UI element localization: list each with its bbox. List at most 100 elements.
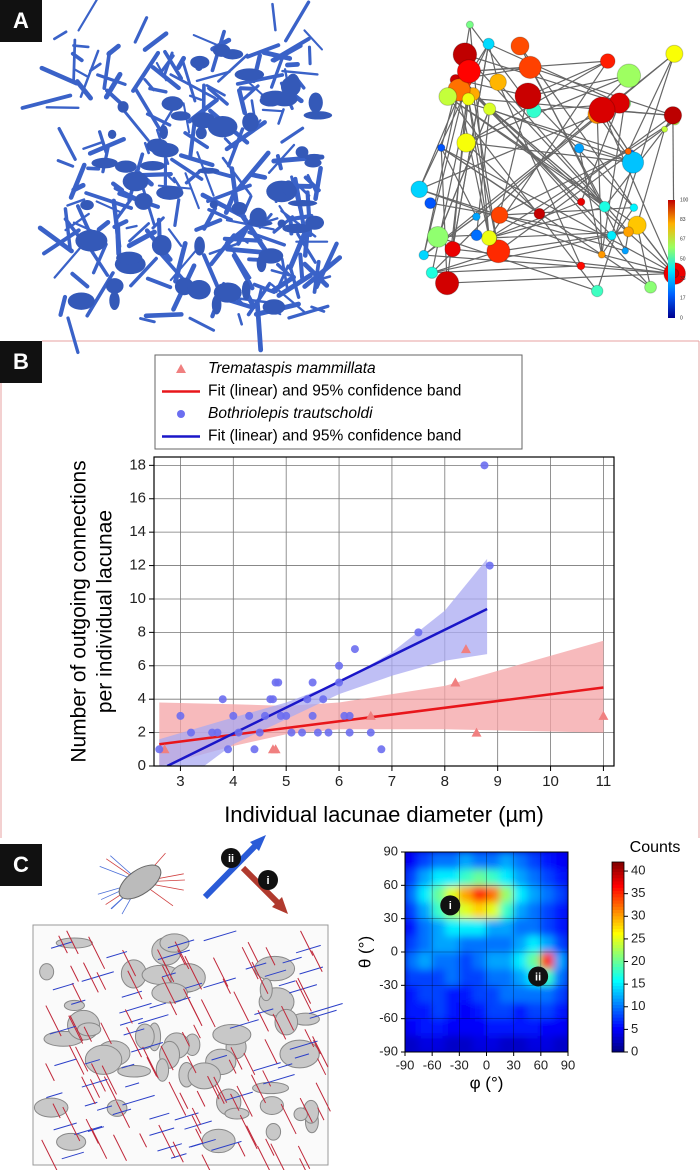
process bbox=[175, 55, 187, 71]
process bbox=[196, 151, 215, 197]
process bbox=[129, 256, 158, 288]
point bbox=[485, 561, 494, 570]
process bbox=[96, 73, 127, 86]
lacuna bbox=[146, 138, 169, 153]
canaliculus bbox=[122, 949, 137, 977]
link bbox=[437, 236, 598, 292]
heatmap-cell bbox=[431, 1001, 447, 1020]
point bbox=[245, 711, 254, 720]
y-tick-label: 12 bbox=[129, 557, 146, 574]
lacuna bbox=[234, 68, 265, 81]
colorbar-segment bbox=[612, 871, 624, 876]
legend: Tremataspis mammillata Fit (linear) and 9… bbox=[154, 354, 523, 450]
canaliculus bbox=[212, 957, 229, 987]
colorbar-segment bbox=[612, 1029, 624, 1034]
colorbar-a bbox=[668, 200, 675, 318]
process bbox=[307, 45, 312, 66]
heatmap-cell bbox=[445, 1001, 460, 1020]
point bbox=[480, 461, 489, 470]
cell-body bbox=[118, 864, 162, 900]
canaliculus bbox=[149, 1112, 170, 1120]
colorbar-segment bbox=[612, 1010, 624, 1015]
process bbox=[246, 281, 272, 317]
lacuna bbox=[187, 1062, 221, 1090]
link bbox=[440, 147, 448, 284]
process bbox=[53, 30, 68, 41]
point bbox=[176, 711, 185, 720]
link bbox=[488, 119, 676, 239]
canaliculus bbox=[68, 1045, 85, 1075]
link bbox=[497, 81, 582, 267]
heatmap-cell bbox=[418, 918, 433, 936]
annotation-label: ii bbox=[535, 971, 541, 983]
canaliculus bbox=[85, 1118, 99, 1144]
heatmap-cell bbox=[540, 934, 555, 953]
node bbox=[597, 250, 606, 259]
heatmap-cell bbox=[472, 901, 487, 920]
heatmap-cell bbox=[445, 852, 460, 870]
node bbox=[599, 53, 616, 69]
heatmap-cell bbox=[486, 918, 501, 936]
canaliculus bbox=[251, 961, 269, 995]
arrow-head bbox=[250, 835, 266, 851]
point bbox=[598, 710, 609, 720]
colorbar-segment bbox=[612, 957, 624, 961]
process bbox=[103, 71, 123, 100]
process bbox=[298, 252, 305, 280]
colorbar-segment bbox=[612, 919, 624, 923]
heatmap-cell bbox=[540, 1034, 555, 1052]
colorbar-segment bbox=[612, 963, 624, 967]
heatmap-cell bbox=[405, 868, 420, 886]
heatmap-cell bbox=[472, 951, 487, 970]
legend-marker bbox=[176, 364, 186, 373]
lacuna bbox=[282, 180, 295, 196]
point bbox=[308, 678, 317, 687]
canaliculus bbox=[262, 1070, 272, 1087]
process bbox=[269, 53, 286, 89]
heatmap-cell bbox=[526, 901, 542, 920]
lacuna bbox=[84, 1044, 123, 1075]
process bbox=[42, 228, 81, 256]
canaliculus bbox=[239, 1114, 258, 1150]
heatmap-cells bbox=[405, 852, 568, 1052]
canaliculus bbox=[281, 1005, 295, 1031]
node bbox=[588, 96, 616, 124]
canaliculus bbox=[167, 939, 195, 949]
process bbox=[280, 126, 305, 144]
process bbox=[89, 62, 102, 73]
colorbar-tick-label: 30 bbox=[631, 908, 645, 923]
heatmap-cell bbox=[526, 868, 542, 886]
process bbox=[111, 198, 122, 249]
node bbox=[644, 280, 657, 294]
canaliculus bbox=[211, 1054, 228, 1061]
node bbox=[434, 270, 460, 296]
process bbox=[281, 69, 319, 76]
lacuna bbox=[265, 1122, 282, 1141]
canaliculus bbox=[264, 1039, 278, 1065]
heatmap-cell bbox=[445, 868, 460, 886]
process bbox=[238, 210, 270, 255]
colorbar-segment bbox=[612, 947, 624, 952]
colorbar-segment bbox=[612, 874, 624, 879]
process bbox=[20, 93, 73, 110]
canaliculus bbox=[75, 1046, 89, 1072]
link bbox=[519, 45, 626, 252]
link bbox=[423, 254, 675, 275]
x-tick-label: -90 bbox=[396, 1057, 415, 1072]
node bbox=[629, 203, 639, 212]
lacuna bbox=[303, 111, 333, 120]
canaliculus bbox=[81, 1076, 96, 1105]
node bbox=[456, 132, 476, 153]
heatmap-cell bbox=[445, 1034, 460, 1052]
colorbar-segment bbox=[612, 887, 624, 891]
lacuna bbox=[212, 1023, 252, 1046]
heatmap-cell bbox=[499, 884, 515, 903]
lacuna bbox=[282, 223, 312, 234]
canaliculus bbox=[183, 988, 201, 1023]
link bbox=[447, 96, 606, 208]
node bbox=[616, 63, 642, 88]
canaliculus bbox=[53, 1122, 77, 1131]
link bbox=[437, 108, 491, 238]
heatmap-cell bbox=[431, 1034, 447, 1052]
